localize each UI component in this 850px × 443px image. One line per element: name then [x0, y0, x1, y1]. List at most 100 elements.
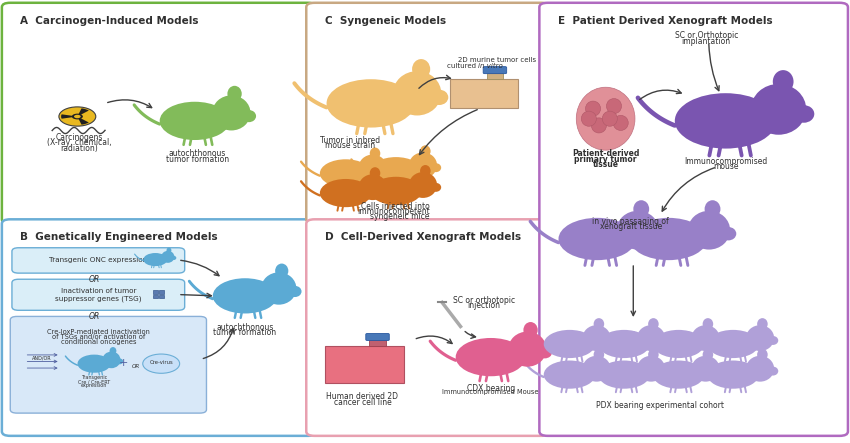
- Ellipse shape: [691, 356, 720, 382]
- FancyBboxPatch shape: [540, 3, 848, 436]
- Text: OR: OR: [88, 275, 99, 284]
- Text: Transgenic ONC expression: Transgenic ONC expression: [49, 257, 147, 264]
- Ellipse shape: [524, 322, 538, 338]
- Ellipse shape: [162, 251, 174, 263]
- Ellipse shape: [167, 248, 172, 253]
- Text: PDX bearing experimental cohort: PDX bearing experimental cohort: [596, 401, 724, 410]
- Ellipse shape: [380, 185, 391, 194]
- Ellipse shape: [633, 200, 649, 218]
- FancyBboxPatch shape: [306, 219, 549, 436]
- Ellipse shape: [637, 325, 666, 351]
- Ellipse shape: [773, 70, 794, 93]
- Ellipse shape: [653, 330, 705, 358]
- Text: cancer cell line: cancer cell line: [333, 398, 391, 407]
- Ellipse shape: [721, 227, 736, 241]
- Ellipse shape: [649, 227, 665, 241]
- Ellipse shape: [688, 211, 730, 249]
- Ellipse shape: [648, 318, 659, 330]
- Ellipse shape: [746, 356, 774, 382]
- Text: SC or Orthotopic: SC or Orthotopic: [675, 31, 738, 40]
- Ellipse shape: [746, 325, 774, 351]
- Ellipse shape: [359, 174, 387, 200]
- Ellipse shape: [707, 330, 759, 358]
- Text: Human derived 2D: Human derived 2D: [326, 392, 399, 401]
- Text: mouse strain: mouse strain: [325, 141, 375, 151]
- Ellipse shape: [228, 86, 241, 102]
- Text: 2D murine tumor cells: 2D murine tumor cells: [457, 58, 536, 63]
- Text: primary tumor: primary tumor: [575, 155, 637, 163]
- Ellipse shape: [326, 79, 415, 128]
- Text: in vivo passaging of: in vivo passaging of: [592, 217, 669, 226]
- Ellipse shape: [751, 84, 807, 135]
- Ellipse shape: [707, 361, 759, 389]
- Text: autochthonous: autochthonous: [217, 323, 274, 332]
- FancyBboxPatch shape: [153, 290, 158, 294]
- Ellipse shape: [703, 318, 713, 330]
- Ellipse shape: [393, 71, 441, 116]
- Ellipse shape: [288, 286, 302, 297]
- Ellipse shape: [653, 361, 705, 389]
- Wedge shape: [77, 117, 88, 124]
- FancyBboxPatch shape: [153, 295, 158, 298]
- Ellipse shape: [544, 330, 595, 358]
- Circle shape: [59, 107, 96, 126]
- Text: Cre / Cre-ERT: Cre / Cre-ERT: [78, 379, 110, 385]
- Text: xenograft tissue: xenograft tissue: [599, 222, 662, 231]
- Ellipse shape: [794, 105, 814, 123]
- Circle shape: [71, 113, 83, 120]
- Ellipse shape: [370, 148, 380, 159]
- Ellipse shape: [705, 200, 721, 218]
- Circle shape: [74, 115, 81, 118]
- Ellipse shape: [102, 352, 121, 368]
- Text: injection: injection: [468, 301, 501, 310]
- Circle shape: [143, 354, 179, 373]
- FancyBboxPatch shape: [12, 279, 184, 310]
- Text: expression: expression: [81, 383, 107, 389]
- Ellipse shape: [703, 349, 713, 361]
- FancyBboxPatch shape: [2, 219, 316, 436]
- Ellipse shape: [768, 367, 779, 376]
- Text: mouse: mouse: [713, 163, 739, 171]
- Ellipse shape: [603, 111, 617, 126]
- Ellipse shape: [544, 361, 595, 389]
- Ellipse shape: [420, 165, 431, 177]
- Ellipse shape: [604, 336, 615, 345]
- FancyBboxPatch shape: [483, 66, 507, 74]
- Ellipse shape: [713, 367, 723, 376]
- Text: suppressor genes (TSG): suppressor genes (TSG): [55, 295, 142, 302]
- Ellipse shape: [659, 336, 669, 345]
- Text: OR: OR: [132, 364, 140, 369]
- Ellipse shape: [768, 336, 779, 345]
- Text: immunocompetent: immunocompetent: [357, 207, 429, 216]
- Ellipse shape: [431, 163, 441, 172]
- Polygon shape: [450, 79, 518, 108]
- Text: AND/OR: AND/OR: [32, 356, 52, 361]
- Ellipse shape: [380, 165, 391, 175]
- Text: CDX bearing: CDX bearing: [467, 384, 515, 393]
- Text: SC or orthotopic: SC or orthotopic: [453, 296, 515, 305]
- Text: in vitro: in vitro: [479, 63, 503, 69]
- Ellipse shape: [172, 256, 176, 260]
- Ellipse shape: [630, 218, 707, 260]
- Text: cultured: cultured: [447, 63, 479, 69]
- Ellipse shape: [409, 172, 437, 198]
- Text: tissue: tissue: [592, 160, 619, 169]
- Ellipse shape: [538, 346, 552, 358]
- Text: tumor formation: tumor formation: [166, 155, 229, 163]
- Text: implantation: implantation: [682, 37, 731, 46]
- Text: A  Carcinogen-Induced Models: A Carcinogen-Induced Models: [20, 16, 199, 26]
- Text: Inactivation of tumor: Inactivation of tumor: [60, 288, 136, 294]
- Ellipse shape: [275, 264, 288, 278]
- FancyBboxPatch shape: [159, 290, 164, 294]
- FancyBboxPatch shape: [159, 295, 164, 298]
- Ellipse shape: [713, 336, 723, 345]
- Ellipse shape: [212, 95, 251, 130]
- Ellipse shape: [582, 356, 610, 382]
- Ellipse shape: [616, 211, 659, 249]
- Text: Patient-derived: Patient-derived: [572, 149, 639, 158]
- Ellipse shape: [77, 354, 110, 373]
- Text: Cells injected into: Cells injected into: [360, 202, 429, 211]
- Ellipse shape: [430, 89, 448, 105]
- Ellipse shape: [241, 110, 256, 122]
- Text: Immunocompromised: Immunocompromised: [684, 157, 768, 166]
